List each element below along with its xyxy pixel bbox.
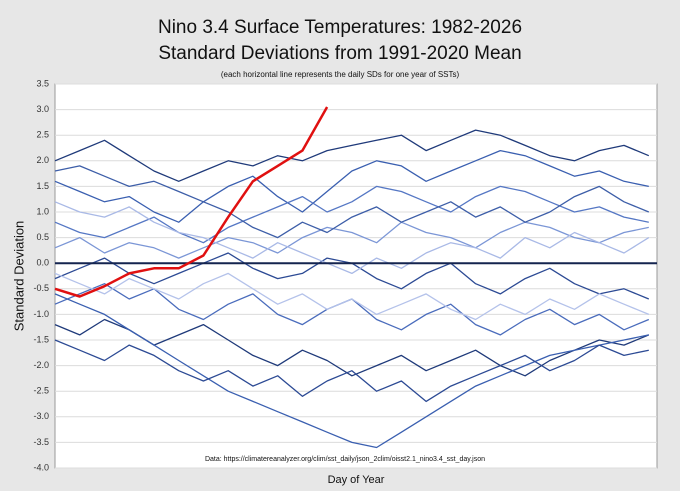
series-line <box>54 129 650 182</box>
series-line <box>54 293 649 449</box>
y-tick-label: -0.5 <box>33 283 49 293</box>
chart-subtitle: Standard Deviations from 1991-2020 Mean <box>158 43 521 64</box>
y-tick-label: 3.0 <box>36 104 49 114</box>
plot-area <box>54 83 658 469</box>
y-tick-label: -2.5 <box>33 386 49 396</box>
series-line <box>54 201 650 275</box>
y-tick-label: -1.0 <box>33 309 49 319</box>
y-tick-label: -1.5 <box>33 334 49 344</box>
y-tick-label: 3.5 <box>36 78 49 88</box>
y-tick-label: 0.5 <box>36 232 49 242</box>
series-line <box>54 339 649 403</box>
series-line <box>54 149 649 223</box>
series-line <box>54 165 650 239</box>
y-tick-label: -2.0 <box>33 360 49 370</box>
y-tick-label: 0.0 <box>36 258 49 268</box>
note: (each horizontal line represents the dai… <box>221 70 460 79</box>
x-axis-label: Day of Year <box>328 474 385 486</box>
series-line <box>54 272 650 321</box>
y-tick-label: -3.5 <box>33 437 49 447</box>
series-line <box>54 221 649 259</box>
source: Data: https://climatereanalyzer.org/clim… <box>205 456 485 463</box>
y-tick-label: -3.0 <box>33 411 49 421</box>
series-line <box>54 106 329 298</box>
y-tick-label: 1.0 <box>36 206 49 216</box>
y-tick-label: 1.5 <box>36 181 49 191</box>
y-tick-label: 2.5 <box>36 130 49 140</box>
y-axis-label: Standard Deviation <box>11 221 26 332</box>
series-line <box>54 185 649 244</box>
y-tick-label: -4.0 <box>33 462 49 472</box>
y-tick-label: 2.0 <box>36 155 49 165</box>
chart-title: Nino 3.4 Surface Temperatures: 1982-2026 <box>158 17 522 38</box>
